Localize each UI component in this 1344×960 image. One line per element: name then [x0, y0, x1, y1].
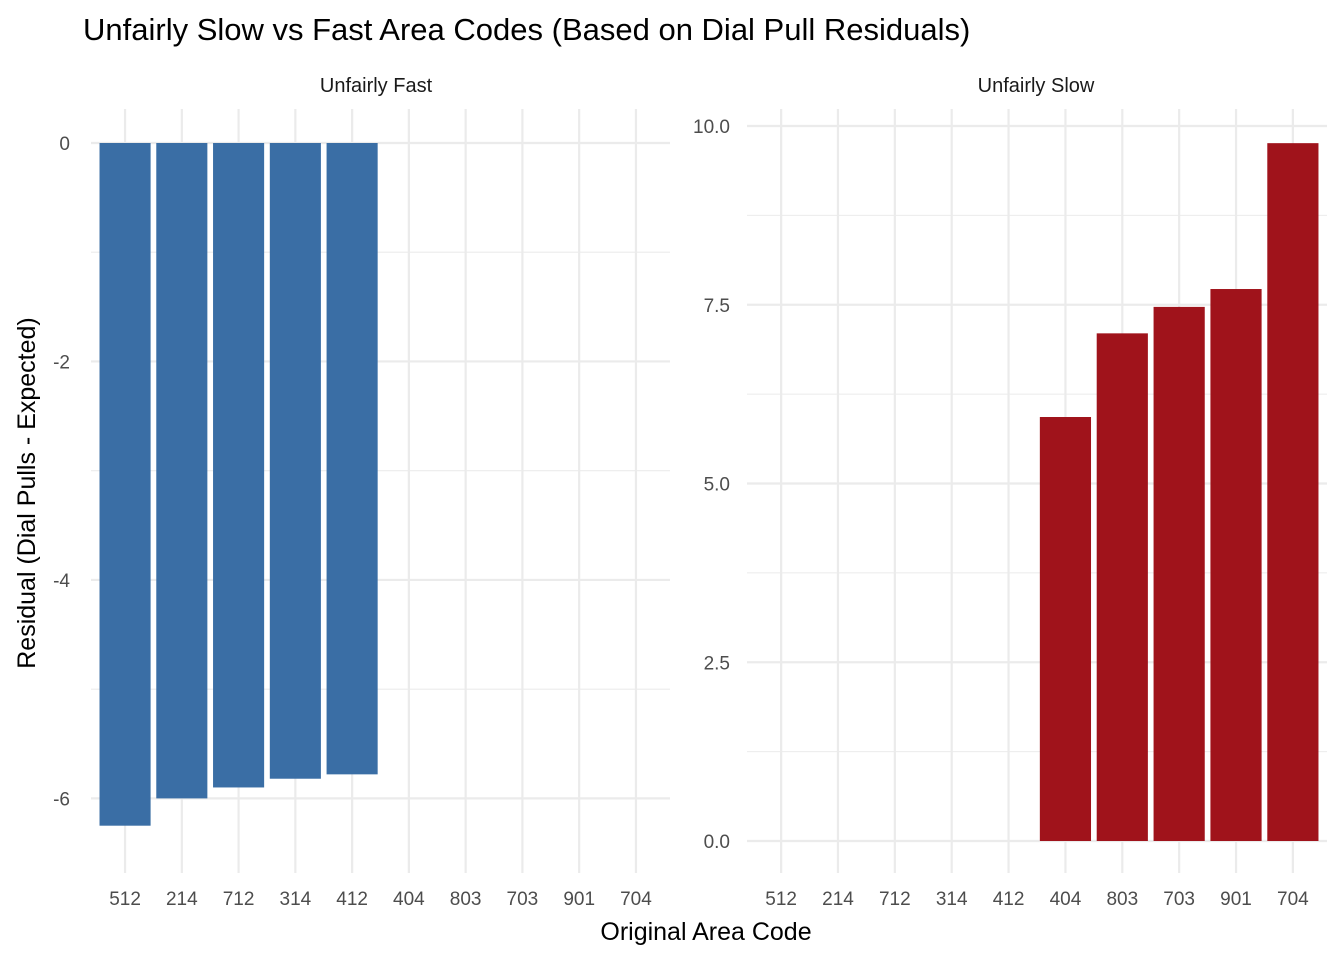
y-axis-title: Residual (Dial Pulls - Expected) [13, 317, 41, 669]
x-tick-label: 404 [393, 889, 425, 910]
x-axis-title: Original Area Code [600, 918, 811, 946]
bar-704 [1267, 143, 1319, 841]
y-tick-label: -6 [53, 789, 70, 810]
bar-404 [1039, 417, 1092, 841]
y-tick-label: 7.5 [704, 296, 730, 317]
facet-label: Unfairly Slow [978, 75, 1095, 97]
y-tick-label: -4 [53, 571, 70, 592]
x-tick-label: 803 [1106, 889, 1138, 910]
x-tick-label: 214 [166, 889, 198, 910]
y-tick-label: 10.0 [693, 117, 730, 138]
bar-712 [213, 143, 265, 788]
x-tick-label: 901 [563, 889, 595, 910]
bar-214 [156, 143, 208, 799]
x-tick-label: 704 [620, 889, 652, 910]
bar-703 [1153, 306, 1205, 841]
x-tick-label: 712 [223, 889, 255, 910]
y-tick-label: 2.5 [704, 653, 730, 674]
facet-label: Unfairly Fast [320, 75, 433, 97]
chart-title: Unfairly Slow vs Fast Area Codes (Based … [83, 12, 970, 47]
bar-412 [326, 143, 378, 775]
panel-0: 0 -2 -4 -6 512 214 712 314 412 404 803 703 901 704 Unf… [53, 75, 670, 910]
bar-314 [269, 143, 321, 779]
x-tick-label: 412 [993, 889, 1025, 910]
x-tick-label: 214 [822, 889, 854, 910]
x-tick-label: 314 [280, 889, 312, 910]
bar-901 [1210, 289, 1262, 841]
x-tick-label: 314 [936, 889, 968, 910]
x-tick-label: 512 [109, 889, 141, 910]
y-tick-label: 0.0 [704, 832, 730, 853]
x-tick-label: 404 [1050, 889, 1082, 910]
x-tick-label: 803 [450, 889, 482, 910]
y-tick-label: -2 [53, 352, 70, 373]
bar-512 [99, 143, 151, 826]
x-tick-label: 703 [507, 889, 539, 910]
x-tick-label: 704 [1277, 889, 1309, 910]
bar-803 [1096, 333, 1148, 841]
x-tick-label: 712 [879, 889, 911, 910]
y-tick-label: 0 [59, 134, 70, 155]
x-tick-label: 703 [1163, 889, 1195, 910]
x-tick-label: 412 [336, 889, 368, 910]
x-tick-label: 512 [765, 889, 797, 910]
panel-1: 0.0 2.5 5.0 7.5 10.0 512 214 712 314 412 404 803 703… [693, 75, 1327, 910]
x-tick-label: 901 [1220, 889, 1252, 910]
y-tick-label: 5.0 [704, 475, 730, 496]
